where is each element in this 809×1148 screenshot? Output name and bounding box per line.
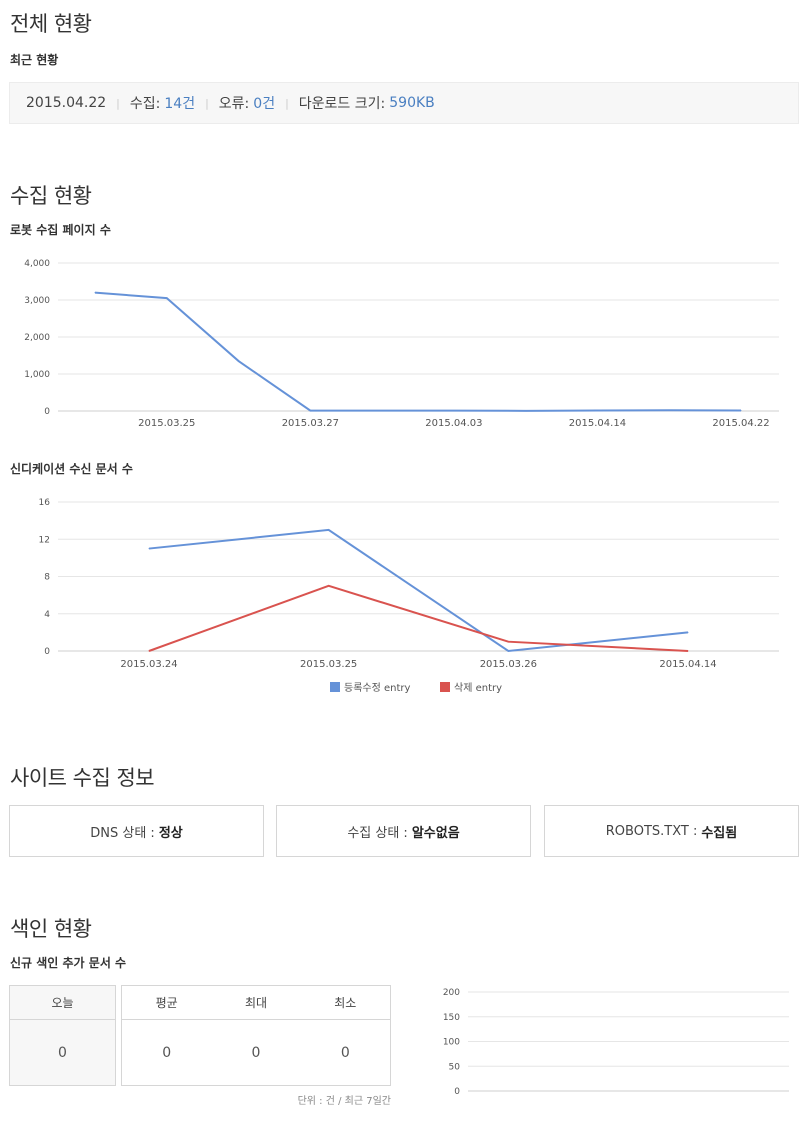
y-tick-label: 0 — [454, 1087, 460, 1097]
index-subtitle: 신규 색인 추가 문서 수 — [10, 956, 127, 970]
robots-status-value: 수집됨 — [701, 825, 738, 841]
data-point — [309, 410, 311, 412]
data-point — [381, 410, 383, 412]
x-tick-label: 2015.03.26 — [480, 659, 537, 670]
dns-status-value: 정상 — [158, 825, 183, 841]
separator: | — [285, 96, 289, 110]
collect-label: 수집: — [129, 96, 161, 112]
data-point — [668, 409, 670, 411]
overall-subtitle: 최근 현황 — [10, 53, 59, 67]
unit-note: 단위 : 건 / 최근 7일간 — [297, 1096, 391, 1107]
min-value: 0 — [340, 1044, 350, 1061]
error-value: 0건 — [253, 96, 276, 112]
dns-status-box: DNS 상태 : 정상 — [9, 805, 264, 857]
series-line-2 — [148, 584, 689, 652]
data-point — [148, 650, 150, 652]
stats-table: 평균 최대 최소 0 0 0 — [121, 985, 391, 1086]
y-tick-label: 200 — [443, 988, 460, 998]
legend-swatch — [330, 682, 340, 692]
summary-date: 2015.04.22 — [26, 95, 107, 111]
robots-status-box: ROBOTS.TXT : 수집됨 — [544, 805, 799, 857]
y-tick-label: 0 — [44, 647, 50, 657]
legend-label: 삭제 entry — [454, 682, 502, 694]
site-info-title: 사이트 수집 정보 — [10, 766, 155, 790]
today-header: 오늘 — [51, 996, 74, 1010]
data-point — [328, 585, 330, 587]
download-value: 590KB — [389, 95, 435, 111]
data-point — [507, 650, 509, 652]
x-tick-label: 2015.03.25 — [138, 418, 195, 429]
today-body-row: 0 — [10, 1020, 115, 1085]
avg-header: 평균 — [155, 996, 178, 1010]
data-point — [687, 631, 689, 633]
data-point — [596, 409, 598, 411]
y-tick-label: 16 — [39, 498, 51, 508]
max-value: 0 — [251, 1044, 261, 1061]
data-point — [453, 410, 455, 412]
data-point — [328, 529, 330, 531]
robots-status-label: ROBOTS.TXT : — [605, 823, 698, 839]
series-line-1 — [94, 291, 742, 412]
y-tick-label: 150 — [443, 1013, 460, 1023]
y-tick-label: 12 — [39, 535, 50, 545]
legend-swatch — [440, 682, 450, 692]
y-tick-label: 100 — [443, 1038, 460, 1048]
robot-chart: 0 1,000 2,000 3,000 4,000 2015.03.25 2015.03.2… — [0, 250, 800, 439]
min-header: 최소 — [334, 996, 357, 1010]
legend-label: 등록수정 entry — [344, 682, 411, 694]
collect-status-box: 수집 상태 : 알수없음 — [276, 805, 531, 857]
y-tick-label: 4,000 — [24, 259, 50, 269]
dns-status-label: DNS 상태 : — [90, 825, 155, 841]
data-point — [238, 360, 240, 362]
y-tick-label: 0 — [44, 407, 50, 417]
collect-value: 14건 — [164, 96, 196, 112]
data-point — [525, 410, 527, 412]
y-tick-label: 4 — [44, 610, 50, 620]
index-chart-svg: 0 50 100 150 200 — [443, 988, 789, 1097]
y-tick-label: 8 — [44, 573, 50, 583]
robot-chart-svg: 0 1,000 2,000 3,000 4,000 2015.03.25 2015.03.2… — [24, 259, 779, 429]
stats-header-row: 평균 최대 최소 — [122, 986, 390, 1020]
index-chart: 0 50 100 150 200 — [430, 980, 800, 1109]
overall-title: 전체 현황 — [10, 12, 92, 36]
robot-chart-subtitle: 로봇 수집 페이지 수 — [10, 223, 111, 237]
x-tick-label: 2015.04.14 — [569, 418, 626, 429]
data-point — [740, 409, 742, 411]
data-point — [507, 641, 509, 643]
separator: | — [205, 96, 209, 110]
today-header-row: 오늘 — [10, 986, 115, 1020]
data-point — [166, 297, 168, 299]
separator: | — [116, 96, 120, 110]
index-title: 색인 현황 — [10, 917, 92, 941]
data-point — [148, 548, 150, 550]
download-label: 다운로드 크기: — [298, 96, 386, 112]
syndication-chart-svg: 0 4 8 12 16 2015.03.24 2015.03.25 2015.03.26 201… — [39, 498, 779, 694]
x-tick-label: 2015.04.03 — [425, 418, 482, 429]
today-table: 오늘 0 — [9, 985, 116, 1086]
series-line-1 — [148, 528, 689, 653]
error-label: 오류: — [218, 96, 250, 112]
x-tick-label: 2015.04.14 — [659, 659, 716, 670]
x-tick-label: 2015.04.22 — [712, 418, 769, 429]
collect-status-label: 수집 상태 : — [347, 825, 408, 841]
y-tick-label: 2,000 — [24, 333, 50, 343]
today-value: 0 — [58, 1044, 67, 1061]
y-tick-label: 50 — [449, 1062, 461, 1072]
stats-body-row: 0 0 0 — [122, 1020, 390, 1085]
collect-status-value: 알수없음 — [411, 825, 460, 841]
x-tick-label: 2015.03.27 — [282, 418, 339, 429]
data-point — [687, 650, 689, 652]
syndication-chart: 0 4 8 12 16 2015.03.24 2015.03.25 2015.03.26 201… — [0, 490, 800, 704]
x-tick-label: 2015.03.25 — [300, 659, 357, 670]
summary-bar: 2015.04.22 | 수집: 14건 | 오류: 0건 | 다운로드 크기:… — [9, 82, 799, 124]
y-tick-label: 3,000 — [24, 296, 50, 306]
collection-title: 수집 현황 — [10, 184, 92, 208]
max-header: 최대 — [244, 996, 268, 1010]
data-point — [94, 292, 96, 294]
avg-value: 0 — [162, 1044, 172, 1061]
syndication-chart-subtitle: 신디케이션 수신 문서 수 — [10, 462, 133, 476]
y-tick-label: 1,000 — [24, 370, 50, 380]
x-tick-label: 2015.03.24 — [120, 659, 177, 670]
